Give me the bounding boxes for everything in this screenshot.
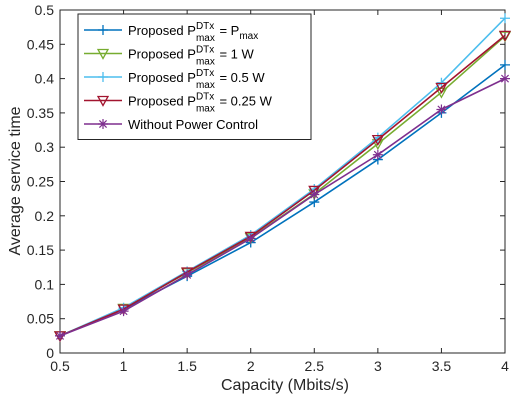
x-tick-label: 0.5 <box>50 358 70 374</box>
legend-entry: Proposed PDTx max = Pmax <box>84 21 258 44</box>
x-tick-label: 1 <box>120 358 128 374</box>
y-tick-label: 0.3 <box>35 139 55 155</box>
y-tick-label: 0.15 <box>27 242 54 258</box>
asterisk-marker <box>182 269 193 280</box>
asterisk-marker <box>436 104 447 115</box>
x-axis-label: Capacity (Mbits/s) <box>221 377 349 394</box>
y-tick-label: 0 <box>46 345 54 361</box>
y-tick-label: 0.25 <box>27 174 54 190</box>
legend-label: Proposed PDTx max = 0.25 W <box>128 92 273 115</box>
legend-label: Proposed PDTx max = 1 W <box>128 45 255 68</box>
legend-entry: Proposed PDTx max = 0.25 W <box>84 92 273 115</box>
legend-label: Proposed PDTx max = 0.5 W <box>128 68 265 91</box>
series-line <box>59 77 506 337</box>
y-tick-label: 0.1 <box>35 276 55 292</box>
series-5 <box>55 73 510 341</box>
x-axis-ticks: 0.5 1 1.5 2 2.5 3 3.5 4 <box>50 10 509 374</box>
y-axis-ticks: 0 0.05 0.1 0.15 0.2 0.25 0.3 0.35 0.4 0.45 0.5 <box>27 2 505 361</box>
legend-entry: Proposed PDTx max = 1 W <box>84 45 255 68</box>
y-tick-label: 0.35 <box>27 105 54 121</box>
triangle-down-marker <box>498 30 511 42</box>
plus-marker <box>98 72 108 82</box>
x-tick-label: 2.5 <box>305 358 325 374</box>
asterisk-marker <box>309 189 320 200</box>
series-line <box>59 34 506 337</box>
series-line <box>59 17 506 337</box>
plus-marker <box>436 77 447 88</box>
asterisk-marker <box>118 306 129 317</box>
y-tick-label: 0.45 <box>27 36 54 52</box>
y-tick-label: 0.05 <box>27 311 54 327</box>
plus-marker <box>98 25 108 35</box>
y-axis-label: Average service time <box>7 106 24 255</box>
legend-entry: Without Power Control <box>84 117 258 132</box>
triangle-down-marker <box>96 95 110 107</box>
triangle-down-marker <box>96 48 110 60</box>
asterisk-marker <box>372 149 383 160</box>
x-tick-label: 4 <box>501 358 509 374</box>
x-tick-label: 3.5 <box>432 358 452 374</box>
x-tick-label: 3 <box>374 358 382 374</box>
asterisk-marker <box>245 233 256 244</box>
triangle-down-marker <box>308 185 321 197</box>
x-tick-label: 2 <box>247 358 255 374</box>
asterisk-marker <box>98 119 108 129</box>
y-tick-label: 0.2 <box>35 208 55 224</box>
triangle-down-marker <box>435 82 448 94</box>
legend-label: Proposed PDTx max = Pmax <box>128 21 258 44</box>
plus-marker <box>500 13 510 24</box>
asterisk-marker <box>500 73 510 84</box>
x-tick-label: 1.5 <box>177 358 197 374</box>
legend-label: Without Power Control <box>128 117 258 132</box>
series-layer <box>53 13 511 343</box>
plus-marker <box>500 59 510 70</box>
triangle-down-marker <box>371 135 384 146</box>
y-tick-label: 0.4 <box>35 71 55 87</box>
y-tick-label: 0.5 <box>35 2 55 18</box>
legend-entry: Proposed PDTx max = 0.5 W <box>84 68 265 91</box>
asterisk-marker <box>55 330 65 341</box>
